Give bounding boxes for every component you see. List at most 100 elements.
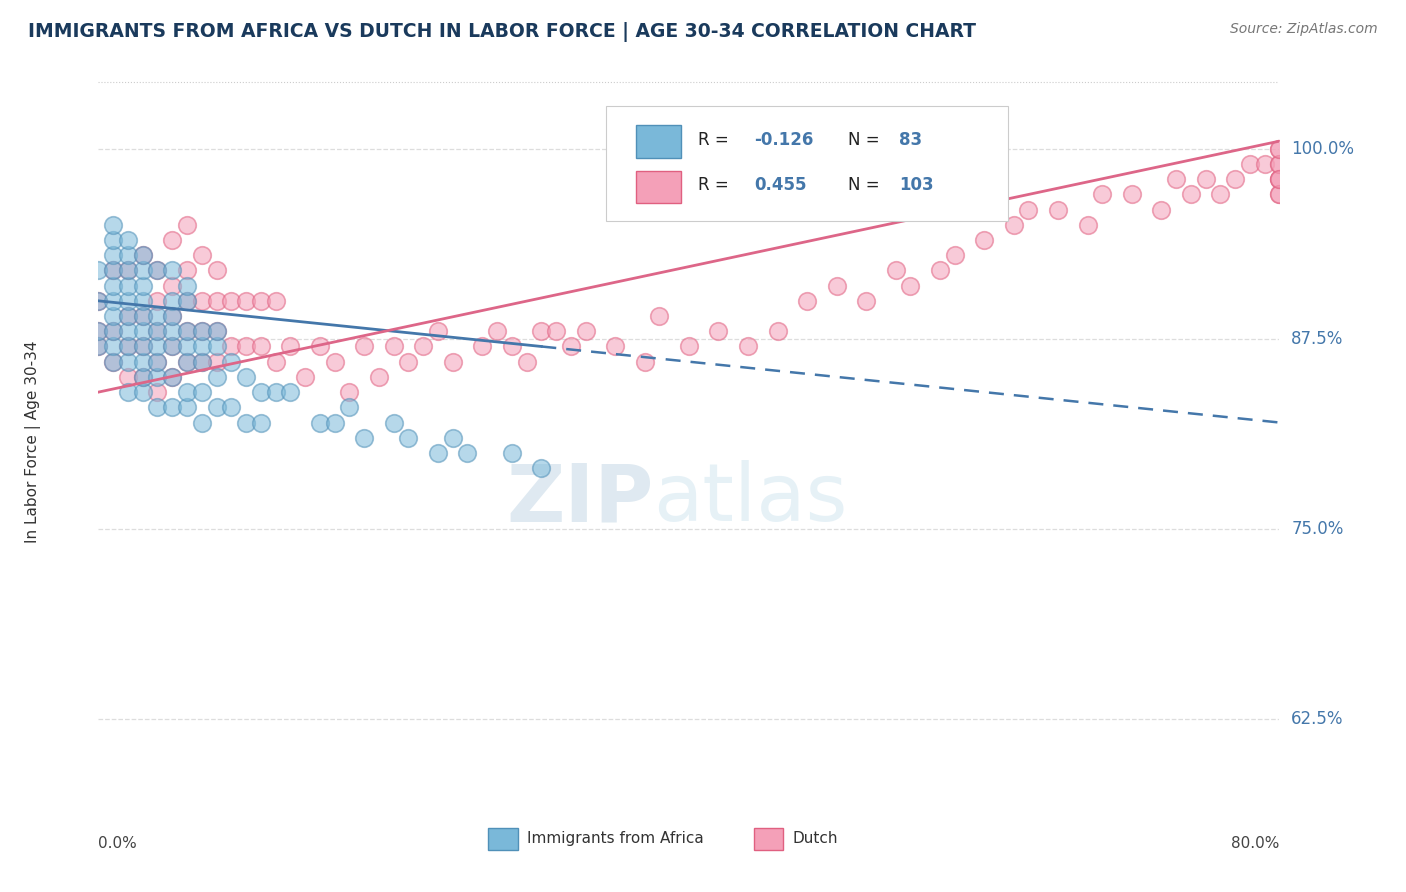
Point: [339, 401, 361, 415]
Point: [382, 339, 405, 353]
Point: [132, 339, 155, 353]
Point: [1046, 202, 1070, 217]
Bar: [636, 125, 681, 158]
Bar: [754, 828, 783, 850]
Point: [162, 370, 183, 384]
Point: [191, 385, 214, 400]
Point: [264, 385, 287, 400]
Point: [191, 354, 214, 368]
Point: [87, 339, 110, 353]
Point: [205, 339, 228, 353]
Point: [412, 339, 434, 353]
Point: [1254, 157, 1277, 171]
Point: [457, 446, 479, 460]
Point: [103, 354, 125, 368]
Point: [117, 263, 139, 277]
Point: [146, 339, 169, 353]
Bar: [488, 828, 517, 850]
Point: [132, 309, 155, 323]
Point: [103, 263, 125, 277]
Point: [264, 354, 287, 368]
Point: [146, 370, 169, 384]
Point: [309, 416, 332, 430]
Text: 87.5%: 87.5%: [1291, 330, 1344, 348]
Point: [103, 278, 125, 293]
Text: Dutch: Dutch: [793, 831, 838, 847]
Point: [103, 309, 125, 323]
Point: [117, 339, 139, 353]
Point: [221, 354, 243, 368]
Point: [162, 339, 183, 353]
Text: 103: 103: [900, 176, 934, 194]
Point: [1195, 172, 1218, 186]
Text: R =: R =: [699, 131, 734, 149]
Point: [117, 339, 139, 353]
Point: [132, 354, 155, 368]
Text: 80.0%: 80.0%: [1232, 837, 1279, 851]
Point: [162, 293, 183, 308]
Text: 83: 83: [900, 131, 922, 149]
Point: [929, 263, 952, 277]
Point: [900, 278, 922, 293]
Point: [146, 354, 169, 368]
Point: [1091, 187, 1114, 202]
Point: [205, 324, 228, 338]
Point: [221, 339, 243, 353]
Point: [103, 324, 125, 338]
Point: [1239, 157, 1261, 171]
FancyBboxPatch shape: [606, 105, 1008, 221]
Point: [162, 233, 183, 247]
Point: [117, 248, 139, 262]
Point: [162, 370, 183, 384]
Point: [605, 339, 627, 353]
Bar: [636, 170, 681, 203]
Point: [146, 401, 169, 415]
Point: [146, 385, 169, 400]
Point: [382, 416, 405, 430]
Point: [427, 446, 450, 460]
Point: [132, 278, 155, 293]
Point: [235, 339, 257, 353]
Point: [884, 263, 907, 277]
Point: [87, 263, 110, 277]
Point: [162, 324, 183, 338]
Text: Immigrants from Africa: Immigrants from Africa: [527, 831, 704, 847]
Text: N =: N =: [848, 176, 886, 194]
Point: [117, 293, 139, 308]
Point: [146, 309, 169, 323]
Point: [176, 339, 198, 353]
Point: [117, 354, 139, 368]
Point: [560, 339, 582, 353]
Text: R =: R =: [699, 176, 734, 194]
Point: [162, 263, 183, 277]
Point: [486, 324, 509, 338]
Text: IMMIGRANTS FROM AFRICA VS DUTCH IN LABOR FORCE | AGE 30-34 CORRELATION CHART: IMMIGRANTS FROM AFRICA VS DUTCH IN LABOR…: [28, 22, 976, 42]
Point: [132, 370, 155, 384]
Point: [1002, 218, 1025, 232]
Point: [575, 324, 598, 338]
Point: [737, 339, 759, 353]
Point: [309, 339, 332, 353]
Point: [87, 324, 110, 338]
Text: 62.5%: 62.5%: [1291, 710, 1344, 728]
Point: [132, 309, 155, 323]
Point: [205, 263, 228, 277]
Text: ZIP: ZIP: [506, 460, 654, 539]
Point: [103, 248, 125, 262]
Point: [250, 293, 273, 308]
Point: [796, 293, 818, 308]
Point: [162, 339, 183, 353]
Point: [280, 339, 302, 353]
Point: [250, 416, 273, 430]
Point: [191, 339, 214, 353]
Point: [176, 278, 198, 293]
Point: [943, 248, 966, 262]
Point: [427, 324, 450, 338]
Point: [501, 339, 523, 353]
Point: [221, 293, 243, 308]
Point: [1268, 142, 1291, 156]
Text: In Labor Force | Age 30-34: In Labor Force | Age 30-34: [25, 340, 41, 543]
Point: [132, 263, 155, 277]
Point: [176, 263, 198, 277]
Point: [87, 339, 110, 353]
